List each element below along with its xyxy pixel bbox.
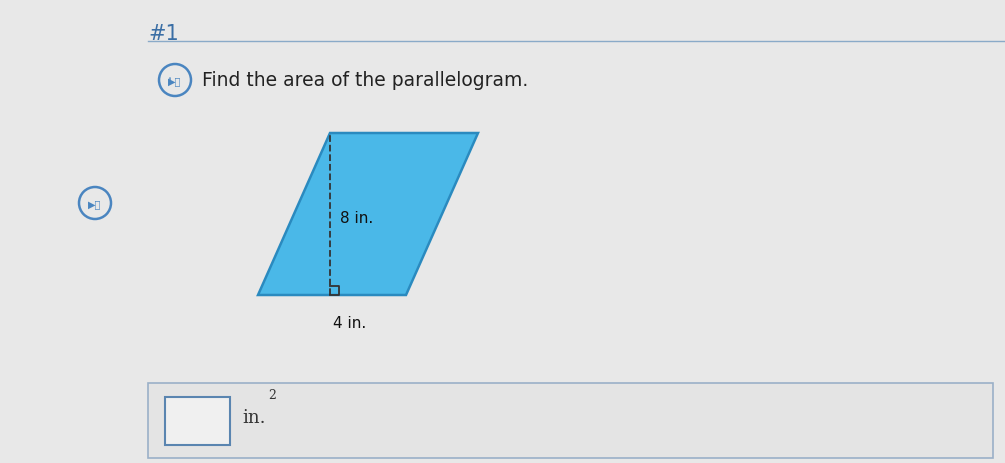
Text: ▶⦿: ▶⦿ (168, 76, 182, 86)
Text: 4 in.: 4 in. (334, 315, 367, 330)
FancyBboxPatch shape (148, 383, 993, 458)
FancyBboxPatch shape (165, 397, 230, 445)
Text: 8 in.: 8 in. (340, 210, 373, 225)
Text: 2: 2 (268, 388, 276, 401)
Text: #1: #1 (148, 24, 179, 44)
Text: ▶⦿: ▶⦿ (88, 199, 102, 208)
Polygon shape (258, 134, 478, 295)
Text: in.: in. (242, 408, 265, 426)
Text: Find the area of the parallelogram.: Find the area of the parallelogram. (202, 71, 529, 90)
